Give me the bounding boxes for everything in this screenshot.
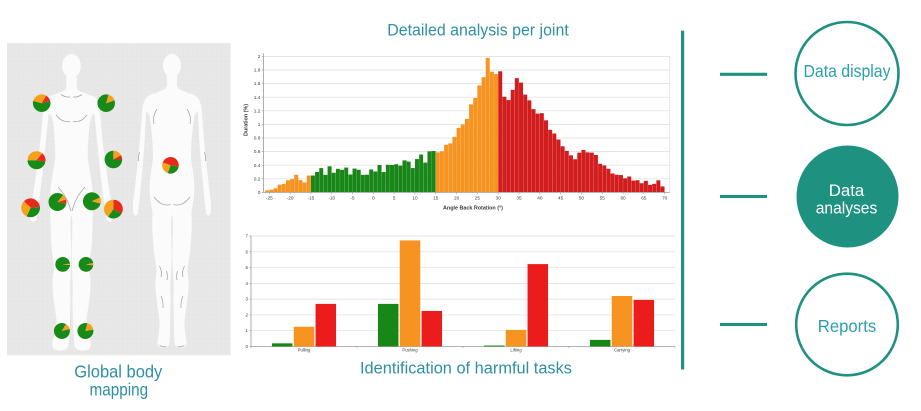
- svg-text:45: 45: [558, 195, 564, 200]
- svg-text:Angle Back Rotation (°): Angle Back Rotation (°): [443, 206, 503, 212]
- svg-text:Pulling: Pulling: [298, 348, 311, 353]
- svg-text:70: 70: [662, 195, 668, 200]
- svg-text:5: 5: [393, 195, 396, 200]
- svg-text:35: 35: [516, 195, 522, 200]
- svg-text:Data display: Data display: [804, 61, 891, 81]
- svg-text:50: 50: [579, 195, 585, 200]
- svg-text:4: 4: [246, 281, 249, 286]
- svg-text:0.4: 0.4: [254, 163, 261, 169]
- svg-text:Lifting: Lifting: [510, 348, 522, 353]
- svg-text:Data: Data: [829, 181, 865, 200]
- svg-text:6: 6: [246, 249, 249, 254]
- svg-text:0: 0: [372, 195, 375, 200]
- svg-text:analyses: analyses: [816, 199, 878, 218]
- svg-text:Reports: Reports: [818, 316, 877, 336]
- svg-text:0.8: 0.8: [254, 136, 261, 142]
- svg-text:0.6: 0.6: [254, 149, 261, 155]
- svg-text:25: 25: [475, 195, 481, 200]
- svg-text:Detailed analysis per joint: Detailed analysis per joint: [387, 20, 569, 39]
- svg-text:0: 0: [258, 190, 261, 196]
- svg-text:1.6: 1.6: [254, 81, 261, 87]
- svg-text:1.8: 1.8: [254, 68, 261, 74]
- svg-text:Identification of harmful task: Identification of harmful tasks: [360, 359, 572, 378]
- svg-text:5: 5: [246, 265, 249, 270]
- svg-text:20: 20: [454, 195, 460, 200]
- svg-text:10: 10: [412, 195, 418, 200]
- svg-text:-5: -5: [350, 195, 355, 200]
- svg-text:55: 55: [600, 195, 606, 200]
- svg-text:1: 1: [246, 328, 249, 333]
- svg-text:1.2: 1.2: [254, 108, 261, 114]
- svg-text:-10: -10: [328, 195, 335, 200]
- svg-text:-25: -25: [266, 195, 273, 200]
- svg-text:1: 1: [258, 122, 261, 128]
- svg-text:65: 65: [641, 195, 647, 200]
- svg-text:30: 30: [496, 195, 502, 200]
- svg-text:2: 2: [258, 54, 261, 60]
- svg-text:Pushing: Pushing: [402, 348, 418, 353]
- svg-text:3: 3: [246, 297, 249, 302]
- svg-text:1.4: 1.4: [254, 95, 261, 101]
- svg-text:Carrying: Carrying: [614, 348, 630, 353]
- svg-text:-15: -15: [308, 195, 315, 200]
- svg-text:60: 60: [620, 195, 626, 200]
- svg-text:Global body: Global body: [74, 362, 162, 382]
- svg-text:0: 0: [246, 344, 249, 349]
- svg-text:mapping: mapping: [90, 380, 149, 400]
- svg-text:Duration (%): Duration (%): [244, 104, 250, 136]
- svg-text:2: 2: [246, 312, 249, 317]
- svg-text:7: 7: [246, 234, 249, 239]
- svg-text:40: 40: [537, 195, 543, 200]
- svg-text:0.2: 0.2: [254, 176, 261, 182]
- svg-text:15: 15: [433, 195, 439, 200]
- svg-text:-20: -20: [287, 195, 294, 200]
